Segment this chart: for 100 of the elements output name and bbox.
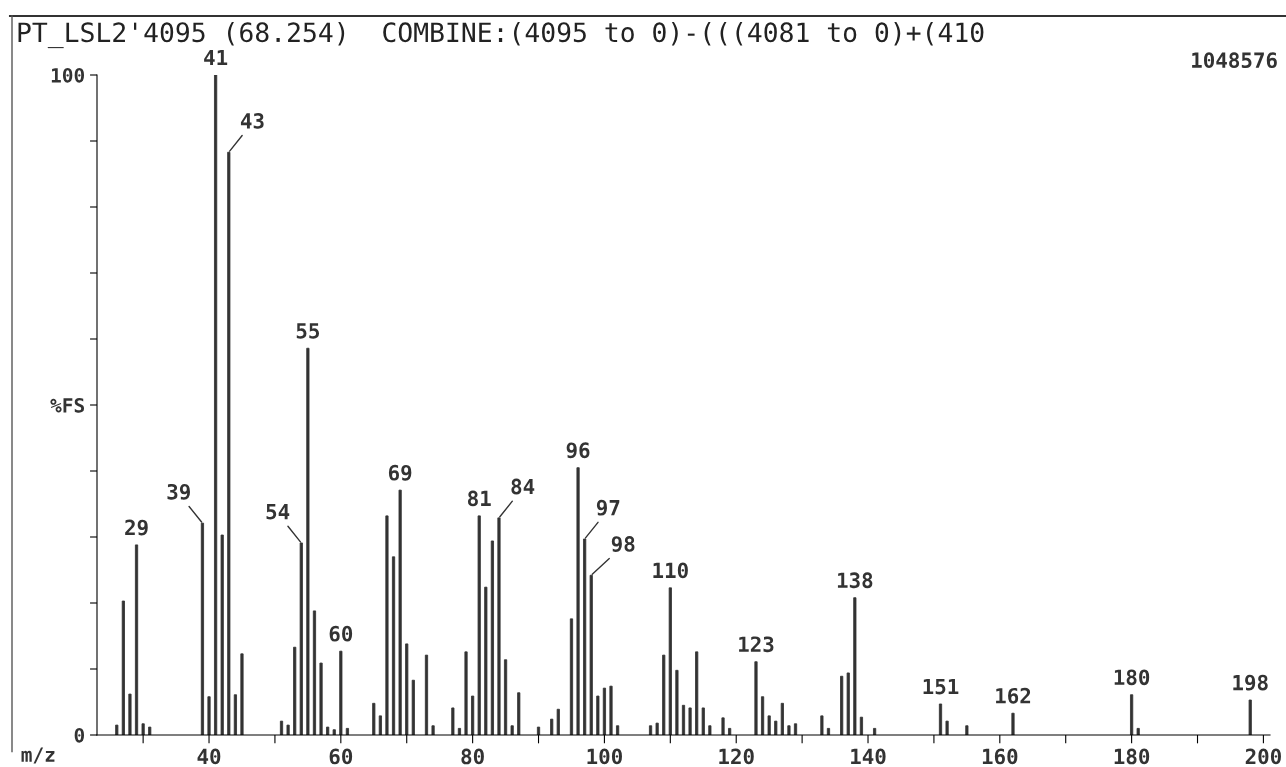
bar (754, 661, 758, 735)
annotation: 138 (837, 572, 873, 589)
bar (1011, 712, 1015, 735)
bar (787, 725, 791, 735)
bar (1130, 694, 1134, 735)
annotation: 110 (653, 562, 688, 579)
annotation: 180 (1114, 669, 1150, 686)
bar (596, 695, 600, 735)
bar (569, 618, 574, 735)
y-tick-label: 100 (51, 67, 85, 83)
bar (431, 725, 435, 735)
bar (214, 75, 218, 735)
bar (134, 544, 139, 735)
x-tick-label: 140 (851, 748, 886, 765)
bar (846, 672, 850, 735)
annotation: 97 (596, 499, 620, 516)
bar (484, 586, 488, 735)
bar (279, 720, 284, 735)
bar (306, 347, 310, 735)
bar (938, 703, 943, 735)
bar (148, 726, 152, 735)
x-tick-label: 200 (1245, 748, 1281, 765)
bar (451, 707, 455, 735)
bar (293, 646, 297, 735)
bar (695, 651, 699, 735)
text: 1048576 (1192, 52, 1277, 69)
x-tick-label: 180 (1114, 748, 1150, 765)
bar (141, 723, 145, 735)
bar (233, 694, 237, 735)
bar (391, 556, 396, 735)
annotation: 60 (329, 625, 353, 642)
annotation: 29 (125, 519, 148, 536)
x-tick-label: 80 (461, 748, 484, 765)
bar (411, 679, 415, 735)
bar (504, 659, 508, 735)
bar (550, 718, 554, 735)
bar (220, 534, 224, 735)
bar (688, 707, 692, 735)
bar (965, 725, 969, 735)
bar (668, 587, 672, 735)
bar (648, 725, 653, 735)
annotation: 84 (511, 478, 535, 495)
bar (405, 643, 409, 735)
bar (681, 704, 686, 735)
bar (240, 653, 244, 735)
bar (1248, 699, 1252, 735)
annotation: 198 (1233, 674, 1268, 691)
bar (372, 702, 376, 735)
bar (774, 720, 778, 735)
annotation: 54 (266, 503, 290, 520)
bar (602, 687, 606, 735)
bar (609, 685, 613, 735)
bar (761, 696, 765, 735)
bar (385, 515, 389, 735)
bar (398, 489, 402, 735)
bar (536, 726, 541, 735)
annotation: 55 (296, 323, 320, 339)
x-tick-label: 120 (719, 748, 754, 765)
bar (326, 726, 330, 735)
annotation: 69 (388, 464, 412, 481)
bar (332, 729, 336, 735)
bar (477, 515, 481, 735)
bar (767, 715, 771, 735)
bar (616, 725, 620, 735)
bar (701, 707, 705, 735)
annotation: 39 (167, 483, 190, 500)
bar (853, 597, 857, 735)
bar (675, 669, 679, 735)
bar (556, 708, 560, 735)
annotation: 123 (739, 636, 774, 653)
y-tick-label: 0 (74, 727, 85, 743)
bar (662, 654, 666, 735)
bar (576, 467, 580, 735)
bar (820, 715, 824, 735)
bar (286, 724, 290, 735)
bar (840, 675, 844, 735)
bar (655, 722, 659, 735)
bar (721, 717, 725, 735)
x-tick-label: 160 (982, 748, 1018, 765)
bar (510, 725, 514, 735)
bar (471, 695, 475, 735)
bar (517, 692, 521, 735)
chart-title: PT_LSL2'4095 (68.254) COMBINE:(4095 to 0)-(((4081 to 0)+(410 (18, 21, 984, 49)
bar (207, 696, 211, 735)
x-tick-label: 60 (329, 748, 353, 765)
bar (319, 662, 323, 735)
bar (1136, 727, 1140, 735)
bar (312, 610, 317, 735)
annotation: 81 (467, 490, 491, 507)
annotation: 162 (996, 687, 1031, 704)
bar (424, 654, 429, 735)
bar (793, 723, 798, 735)
bar (945, 720, 949, 735)
annotation: 41 (204, 49, 228, 66)
bar (115, 724, 119, 735)
bar (121, 600, 125, 735)
bar (780, 702, 784, 735)
bar (378, 715, 382, 735)
bar (708, 725, 712, 735)
annotation: 43 (240, 112, 264, 129)
